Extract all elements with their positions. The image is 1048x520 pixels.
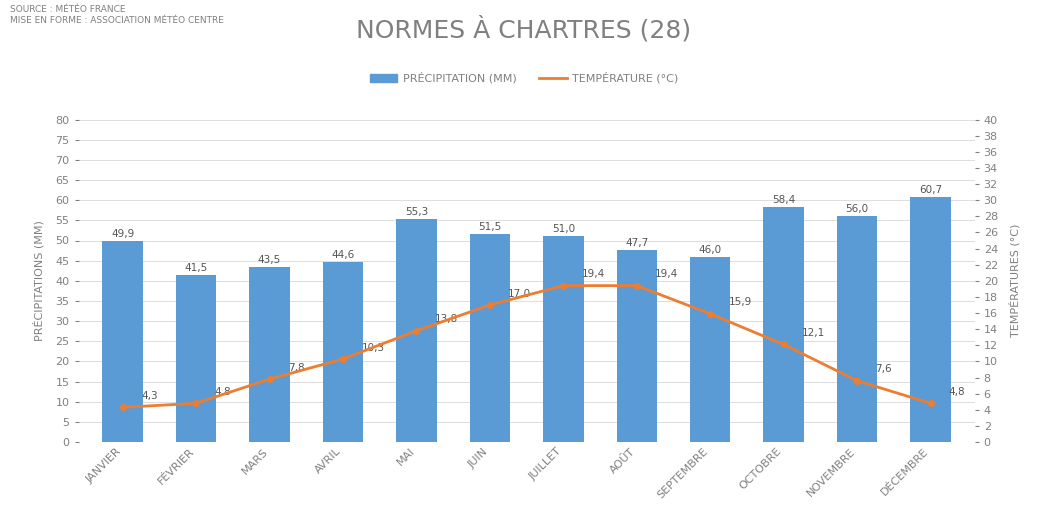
Text: 19,4: 19,4 — [582, 269, 605, 279]
Text: 4,8: 4,8 — [215, 387, 232, 397]
Y-axis label: PRÉCIPITATIONS (MM): PRÉCIPITATIONS (MM) — [32, 220, 44, 341]
Text: 47,7: 47,7 — [626, 238, 649, 248]
Text: 41,5: 41,5 — [184, 263, 208, 272]
Text: 7,8: 7,8 — [288, 362, 305, 373]
Text: 56,0: 56,0 — [846, 204, 869, 214]
Text: 46,0: 46,0 — [699, 244, 722, 255]
Text: 19,4: 19,4 — [655, 269, 678, 279]
Bar — [690, 256, 730, 442]
Text: 10,3: 10,3 — [362, 343, 385, 353]
Text: SOURCE : MÉTÉO FRANCE
MISE EN FORME : ASSOCIATION MÉTÉO CENTRE: SOURCE : MÉTÉO FRANCE MISE EN FORME : AS… — [10, 5, 224, 24]
Bar — [396, 219, 437, 442]
Text: 15,9: 15,9 — [728, 297, 751, 307]
Text: 7,6: 7,6 — [875, 365, 892, 374]
Bar — [470, 235, 510, 442]
Text: 4,8: 4,8 — [948, 387, 965, 397]
Bar — [837, 216, 877, 442]
Y-axis label: TEMPÉRATURES (°C): TEMPÉRATURES (°C) — [1009, 224, 1021, 337]
Text: NORMES À CHARTRES (28): NORMES À CHARTRES (28) — [356, 16, 692, 42]
Bar — [323, 262, 364, 442]
Text: 43,5: 43,5 — [258, 255, 281, 265]
Bar — [543, 237, 584, 442]
Text: 17,0: 17,0 — [508, 289, 531, 298]
Text: 58,4: 58,4 — [772, 194, 795, 205]
Text: 4,3: 4,3 — [141, 391, 157, 401]
Bar — [103, 241, 143, 442]
Text: 51,5: 51,5 — [478, 223, 502, 232]
Text: 55,3: 55,3 — [405, 207, 428, 217]
Text: 44,6: 44,6 — [331, 250, 354, 260]
Bar — [176, 275, 216, 442]
Bar — [911, 198, 951, 442]
Text: 49,9: 49,9 — [111, 229, 134, 239]
Text: 51,0: 51,0 — [552, 225, 575, 235]
Text: 13,8: 13,8 — [435, 314, 458, 324]
Legend: PRÉCIPITATION (MM), TEMPÉRATURE (°C): PRÉCIPITATION (MM), TEMPÉRATURE (°C) — [365, 68, 683, 88]
Text: 60,7: 60,7 — [919, 185, 942, 196]
Text: 12,1: 12,1 — [802, 328, 825, 338]
Bar — [764, 206, 804, 442]
Bar — [616, 250, 657, 442]
Bar — [249, 267, 289, 442]
